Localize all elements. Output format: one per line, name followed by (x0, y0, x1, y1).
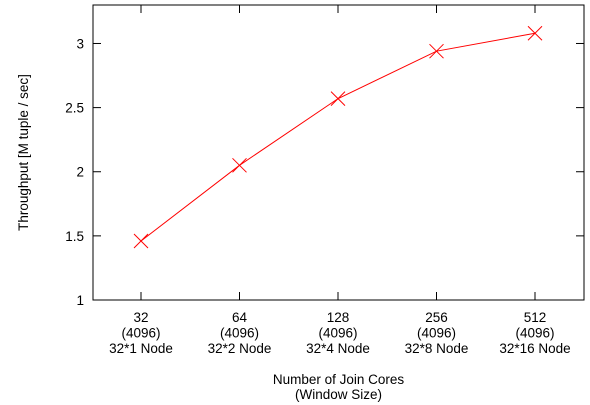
x-tick-label: 64 (4096) 32*2 Node (208, 310, 272, 356)
x-tick-label-line: 256 (425, 310, 448, 325)
x-tick-label-line: 32*4 Node (306, 341, 370, 356)
x-tick-label: 512 (4096) 32*16 Node (499, 310, 570, 356)
y-tick-label: 1 (76, 293, 84, 308)
x-axis-title-line-2: (Window Size) (295, 387, 382, 402)
x-tick-label-line: 32*16 Node (499, 341, 570, 356)
y-axis-title: Throughput [M tuple / sec] (16, 74, 31, 231)
y-tick-label: 2.5 (65, 101, 84, 116)
x-tick-label-line: 32*8 Node (405, 341, 469, 356)
series-line (140, 32, 536, 242)
data-point-x-marker (232, 157, 247, 173)
x-tick-label-line: (4096) (515, 326, 554, 341)
y-axis: 1 1.5 2 2.5 3 (65, 36, 584, 308)
data-point-x-marker (429, 43, 444, 59)
x-tick-label-line: 64 (232, 310, 248, 325)
x-tick-label-line: 32*1 Node (109, 341, 173, 356)
data-point-x-marker (527, 25, 543, 41)
x-tick-label: 32 (4096) 32*1 Node (109, 310, 173, 356)
x-tick-label-line: 32 (133, 310, 148, 325)
x-tick-label-line: (4096) (417, 326, 456, 341)
data-point-x-marker (330, 91, 346, 106)
plot-frame (92, 4, 585, 301)
x-tick-label-line: (4096) (121, 326, 160, 341)
y-tick-label: 3 (76, 36, 84, 51)
x-tick-label-line: (4096) (220, 326, 259, 341)
x-axis-title-line-1: Number of Join Cores (273, 372, 405, 387)
y-tick-label: 2 (76, 165, 84, 180)
series-group (133, 25, 543, 249)
x-tick-label-line: 512 (524, 310, 547, 325)
x-tick-label-line: 32*2 Node (208, 341, 272, 356)
x-tick-label-line: (4096) (318, 326, 357, 341)
x-tick-label: 256 (4096) 32*8 Node (405, 310, 469, 356)
y-tick-label: 1.5 (65, 229, 84, 244)
x-tick-label: 128 (4096) 32*4 Node (306, 310, 370, 356)
data-point-x-marker (133, 233, 149, 249)
x-tick-label-line: 128 (327, 310, 350, 325)
